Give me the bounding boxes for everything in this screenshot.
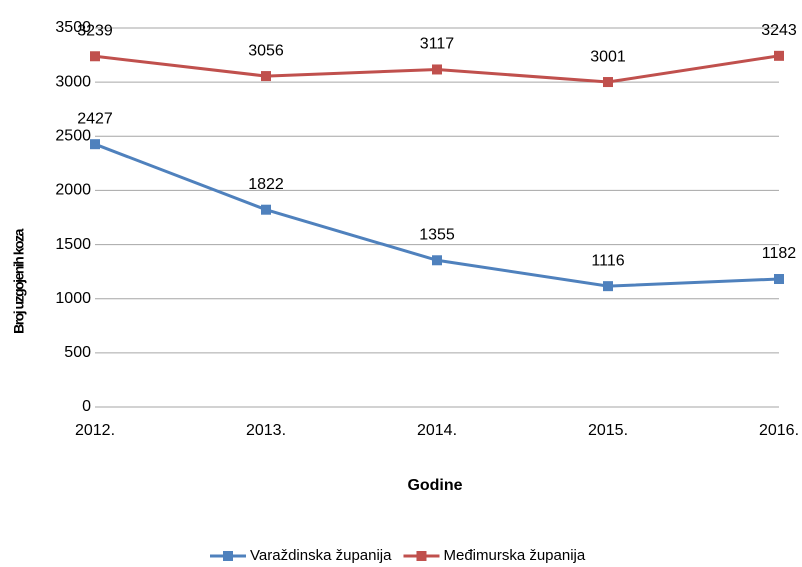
marker xyxy=(261,204,271,215)
marker xyxy=(774,50,784,61)
data-label: 1116 xyxy=(591,252,624,269)
data-label: 2427 xyxy=(77,110,113,127)
marker xyxy=(603,281,613,292)
y-tick-label: 0 xyxy=(82,398,91,415)
y-tick-label: 1500 xyxy=(55,236,91,253)
legend-marker xyxy=(416,551,427,561)
data-label: 3243 xyxy=(761,22,797,39)
y-tick-label: 3500 xyxy=(55,19,91,36)
legend-label: Varaždinska županija xyxy=(250,547,392,564)
legend-marker xyxy=(223,551,233,561)
data-label: 3001 xyxy=(590,48,626,65)
data-label: 3056 xyxy=(248,42,284,59)
y-tick-label: 1000 xyxy=(55,290,91,307)
marker xyxy=(432,64,442,75)
x-axis-label: Godine xyxy=(407,477,462,494)
marker xyxy=(432,255,442,266)
marker xyxy=(90,51,100,62)
y-tick-label: 2500 xyxy=(55,128,91,145)
marker xyxy=(774,274,784,285)
x-tick-label: 2015. xyxy=(588,422,628,439)
legend-label: Međimurska županija xyxy=(443,547,585,564)
x-tick-label: 2016. xyxy=(759,422,799,439)
y-tick-label: 2000 xyxy=(55,182,91,199)
marker xyxy=(90,139,100,150)
data-label: 3117 xyxy=(420,36,455,53)
data-label: 1182 xyxy=(762,245,797,262)
data-label: 3239 xyxy=(77,22,113,39)
data-label: 1355 xyxy=(419,226,455,243)
y-tick-label: 3000 xyxy=(55,73,91,90)
y-tick-label: 500 xyxy=(64,344,91,361)
x-tick-label: 2014. xyxy=(417,422,457,439)
marker xyxy=(603,77,613,88)
data-label: 1822 xyxy=(248,176,284,193)
y-axis-label: Broj uzgojenih koza xyxy=(11,228,27,333)
marker xyxy=(261,71,271,82)
x-tick-label: 2013. xyxy=(246,422,286,439)
x-tick-label: 2012. xyxy=(75,422,115,439)
